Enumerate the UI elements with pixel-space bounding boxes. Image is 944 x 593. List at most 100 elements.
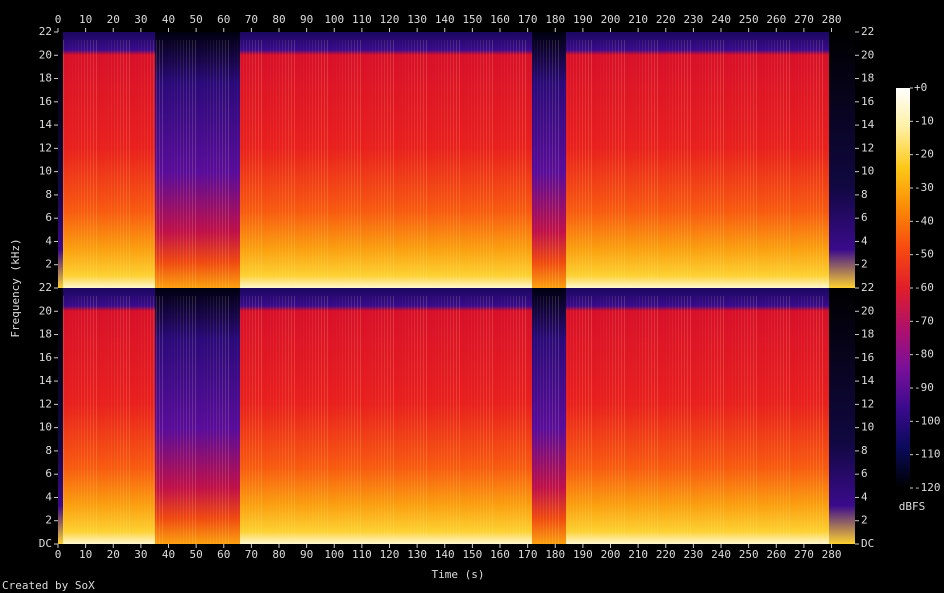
y-tick-label: 8	[861, 188, 868, 201]
y-tick-label: 2	[861, 514, 868, 527]
y-tick-label: 12	[39, 397, 52, 410]
x-tick-label: 60	[217, 13, 230, 26]
y-tick-label: 14	[39, 374, 53, 387]
x-tick-label: 40	[162, 13, 175, 26]
x-tick-label: 140	[435, 548, 455, 561]
y-tick-label: 22	[861, 25, 874, 38]
y-tick-label: 2	[861, 258, 868, 271]
x-tick-label: 100	[324, 13, 344, 26]
y-tick-label: 18	[861, 328, 874, 341]
colorbar-tick-label: -100	[914, 414, 941, 427]
x-tick-label: 90	[300, 548, 313, 561]
spectrogram-band	[240, 288, 532, 544]
spectrogram-band	[240, 32, 532, 288]
x-tick-label: 140	[435, 13, 455, 26]
spectrogram-band	[155, 32, 240, 288]
x-tick-label: 20	[107, 13, 120, 26]
y-tick-label: 6	[861, 467, 868, 480]
x-tick-label: 260	[766, 548, 786, 561]
y-tick-label: 4	[861, 490, 868, 503]
x-tick-label: 190	[573, 13, 593, 26]
y-tick-label: 12	[861, 397, 874, 410]
x-tick-label: 270	[794, 548, 814, 561]
x-tick-label: 70	[245, 13, 258, 26]
x-tick-label: 110	[352, 13, 372, 26]
x-tick-label: 210	[628, 548, 648, 561]
spectrogram-band	[63, 32, 155, 288]
y-tick-label: 8	[45, 188, 52, 201]
x-tick-label: 190	[573, 548, 593, 561]
spectrogram-band	[829, 32, 855, 288]
x-tick-label: 80	[272, 548, 285, 561]
y-tick-label: 12	[861, 141, 874, 154]
x-tick-label: 100	[324, 548, 344, 561]
x-tick-label: 220	[656, 548, 676, 561]
y-tick-label: 10	[39, 165, 52, 178]
colorbar-tick-label: -10	[914, 114, 934, 127]
spectrogram-band	[63, 288, 155, 544]
x-tick-label: 50	[190, 548, 203, 561]
spectrogram-band	[58, 32, 63, 288]
y-tick-label: 6	[861, 211, 868, 224]
y-tick-label: 10	[861, 421, 874, 434]
y-axis-label: Frequency (kHz)	[9, 238, 22, 337]
x-tick-label: 180	[545, 13, 565, 26]
y-tick-label: 16	[39, 351, 52, 364]
y-tick-label: 22	[861, 281, 874, 294]
x-axis-label: Time (s)	[432, 568, 485, 581]
colorbar-tick-label: -20	[914, 148, 934, 161]
x-tick-label: 260	[766, 13, 786, 26]
y-tick-label: 14	[39, 118, 53, 131]
credit: Created by SoX	[2, 579, 95, 592]
colorbar-tick-label: -120	[914, 481, 941, 494]
y-tick-label: DC	[861, 537, 874, 550]
y-tick-label: 12	[39, 141, 52, 154]
spectrogram-band	[532, 288, 566, 544]
colorbar-tick-label: -70	[914, 314, 934, 327]
colorbar	[896, 88, 910, 488]
x-tick-label: 180	[545, 548, 565, 561]
x-tick-label: 30	[134, 548, 147, 561]
y-tick-label: 6	[45, 467, 52, 480]
colorbar-label: dBFS	[899, 500, 926, 513]
colorbar-tick-label: -30	[914, 181, 934, 194]
colorbar-tick-label: -90	[914, 381, 934, 394]
x-tick-label: 150	[462, 548, 482, 561]
y-tick-label: 20	[39, 304, 52, 317]
y-tick-label: 20	[861, 48, 874, 61]
x-tick-label: 50	[190, 13, 203, 26]
y-tick-label: 4	[861, 234, 868, 247]
y-tick-label: 14	[861, 118, 875, 131]
x-tick-label: 160	[490, 548, 510, 561]
x-tick-label: 80	[272, 13, 285, 26]
colorbar-tick-label: -50	[914, 248, 934, 261]
x-tick-label: 160	[490, 13, 510, 26]
x-tick-label: 280	[822, 13, 842, 26]
y-tick-label: 8	[861, 444, 868, 457]
x-tick-label: 240	[711, 13, 731, 26]
y-tick-label: 18	[861, 72, 874, 85]
x-tick-label: 170	[518, 548, 538, 561]
spectrogram-band	[566, 32, 829, 288]
x-tick-label: 280	[822, 548, 842, 561]
y-tick-label: DC	[39, 537, 52, 550]
x-tick-label: 130	[407, 548, 427, 561]
y-tick-label: 10	[39, 421, 52, 434]
y-tick-label: 2	[45, 258, 52, 271]
x-tick-label: 150	[462, 13, 482, 26]
x-tick-label: 90	[300, 13, 313, 26]
spectrogram-band	[829, 288, 855, 544]
colorbar-tick-label: -40	[914, 214, 934, 227]
x-tick-label: 250	[739, 13, 759, 26]
spectrogram-band	[58, 288, 63, 544]
x-tick-label: 250	[739, 548, 759, 561]
x-tick-label: 130	[407, 13, 427, 26]
x-tick-label: 220	[656, 13, 676, 26]
x-tick-label: 0	[55, 548, 62, 561]
x-tick-label: 270	[794, 13, 814, 26]
y-tick-label: 4	[45, 490, 52, 503]
y-tick-label: 18	[39, 72, 52, 85]
y-tick-label: 16	[39, 95, 52, 108]
